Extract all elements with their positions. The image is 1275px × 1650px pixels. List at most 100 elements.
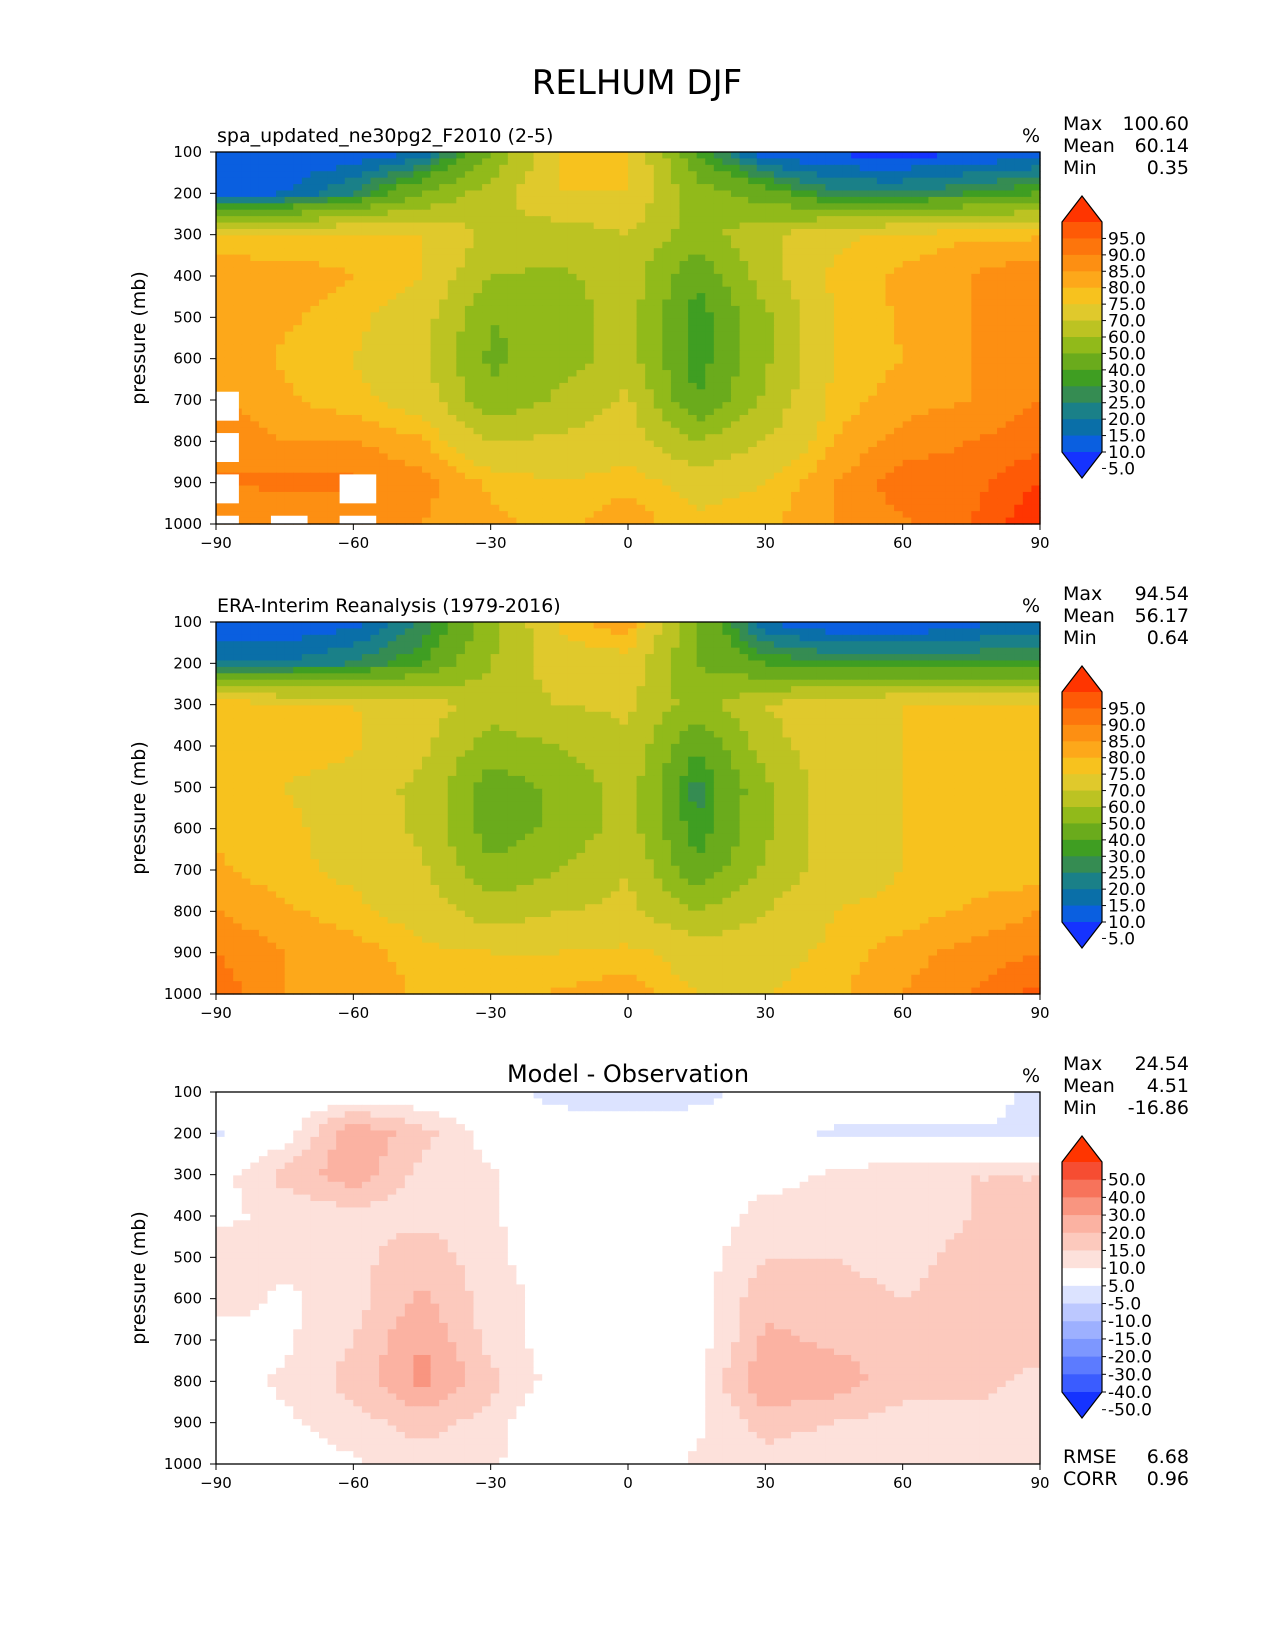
heatmap-cell bbox=[791, 177, 801, 185]
heatmap-cell bbox=[834, 171, 844, 179]
heatmap-cell bbox=[464, 402, 475, 410]
heatmap-cell bbox=[945, 177, 955, 185]
heatmap-cell bbox=[962, 209, 972, 217]
heatmap-cell bbox=[602, 472, 612, 480]
heatmap-cell bbox=[894, 312, 904, 320]
heatmap-cell bbox=[731, 235, 741, 243]
heatmap-cell bbox=[773, 305, 784, 313]
heatmap-cell bbox=[937, 254, 947, 262]
heatmap-cell bbox=[928, 408, 938, 416]
heatmap-cell bbox=[267, 357, 277, 365]
heatmap-cell bbox=[293, 395, 303, 403]
heatmap-cell bbox=[267, 389, 277, 397]
heatmap-cell bbox=[653, 293, 663, 301]
heatmap-cell bbox=[919, 459, 930, 467]
heatmap-cell bbox=[533, 222, 543, 230]
heatmap-cell bbox=[224, 325, 234, 333]
heatmap-cell bbox=[962, 408, 972, 416]
heatmap-cell bbox=[490, 466, 500, 474]
heatmap-cell bbox=[464, 267, 475, 275]
heatmap-cell bbox=[679, 479, 689, 487]
heatmap-cell bbox=[336, 209, 346, 217]
heatmap-cell bbox=[894, 414, 904, 422]
heatmap-cell bbox=[670, 363, 681, 371]
heatmap-cell bbox=[361, 357, 372, 365]
heatmap-cell bbox=[336, 459, 346, 467]
heatmap-cell bbox=[550, 472, 560, 480]
heatmap-cell bbox=[533, 370, 543, 378]
heatmap-cell bbox=[284, 408, 294, 416]
heatmap-cell bbox=[773, 363, 784, 371]
heatmap-cell bbox=[576, 395, 586, 403]
heatmap-cell bbox=[885, 254, 895, 262]
heatmap-cell bbox=[319, 363, 329, 371]
heatmap-cell bbox=[808, 434, 818, 442]
heatmap-cell bbox=[791, 299, 801, 307]
heatmap-cell bbox=[447, 312, 457, 320]
heatmap-cell bbox=[525, 196, 535, 204]
heatmap-cell bbox=[396, 389, 406, 397]
heatmap-cell bbox=[499, 427, 509, 435]
heatmap-cell bbox=[722, 196, 732, 204]
heatmap-cell bbox=[1005, 357, 1015, 365]
heatmap-cell bbox=[799, 414, 809, 422]
heatmap-cell bbox=[216, 203, 226, 211]
heatmap-cell bbox=[310, 389, 320, 397]
heatmap-cell bbox=[464, 434, 475, 442]
heatmap-cell bbox=[602, 235, 612, 243]
heatmap-cell bbox=[954, 408, 964, 416]
heatmap-cell bbox=[550, 389, 560, 397]
heatmap-cell bbox=[688, 382, 698, 390]
heatmap-cell bbox=[954, 479, 964, 487]
heatmap-cell bbox=[525, 453, 535, 461]
heatmap-cell bbox=[456, 331, 466, 339]
heatmap-cell bbox=[773, 331, 784, 339]
heatmap-cell bbox=[267, 344, 277, 352]
heatmap-cell bbox=[748, 293, 758, 301]
heatmap-cell bbox=[1031, 370, 1041, 378]
heatmap-cell bbox=[241, 427, 251, 435]
heatmap-cell bbox=[276, 408, 286, 416]
heatmap-cell bbox=[954, 312, 964, 320]
heatmap-cell bbox=[713, 177, 724, 185]
heatmap-cell bbox=[679, 402, 689, 410]
heatmap-cell bbox=[404, 434, 415, 442]
heatmap-cell bbox=[430, 228, 440, 236]
heatmap-cell bbox=[439, 414, 449, 422]
heatmap-cell bbox=[619, 318, 629, 326]
heatmap-cell bbox=[361, 190, 372, 198]
heatmap-cell bbox=[525, 402, 535, 410]
heatmap-cell bbox=[610, 171, 621, 179]
heatmap-cell bbox=[379, 286, 389, 294]
heatmap-cell bbox=[988, 453, 998, 461]
heatmap-cell bbox=[902, 421, 912, 429]
heatmap-cell bbox=[336, 408, 346, 416]
heatmap-cell bbox=[928, 312, 938, 320]
heatmap-cell bbox=[645, 190, 655, 198]
heatmap-cell bbox=[550, 190, 560, 198]
heatmap-cell bbox=[353, 408, 363, 416]
heatmap-cell bbox=[430, 338, 440, 346]
heatmap-cell bbox=[731, 408, 741, 416]
heatmap-cell bbox=[542, 344, 552, 352]
heatmap-cell bbox=[696, 254, 706, 262]
heatmap-cell bbox=[233, 235, 243, 243]
heatmap-cell bbox=[610, 434, 621, 442]
heatmap-cell bbox=[379, 325, 389, 333]
heatmap-cell bbox=[456, 370, 466, 378]
heatmap-cell bbox=[979, 158, 990, 166]
heatmap-cell bbox=[997, 382, 1007, 390]
heatmap-cell bbox=[662, 421, 672, 429]
heatmap-cell bbox=[224, 357, 234, 365]
heatmap-cell bbox=[430, 312, 440, 320]
heatmap-cell bbox=[842, 466, 852, 474]
heatmap-cell bbox=[525, 312, 535, 320]
heatmap-cell bbox=[713, 331, 724, 339]
heatmap-cell bbox=[911, 286, 921, 294]
heatmap-cell bbox=[876, 459, 887, 467]
heatmap-cell bbox=[731, 241, 741, 249]
heatmap-cell bbox=[834, 158, 844, 166]
heatmap-cell bbox=[962, 152, 972, 160]
heatmap-cell bbox=[911, 440, 921, 448]
heatmap-cell bbox=[834, 325, 844, 333]
